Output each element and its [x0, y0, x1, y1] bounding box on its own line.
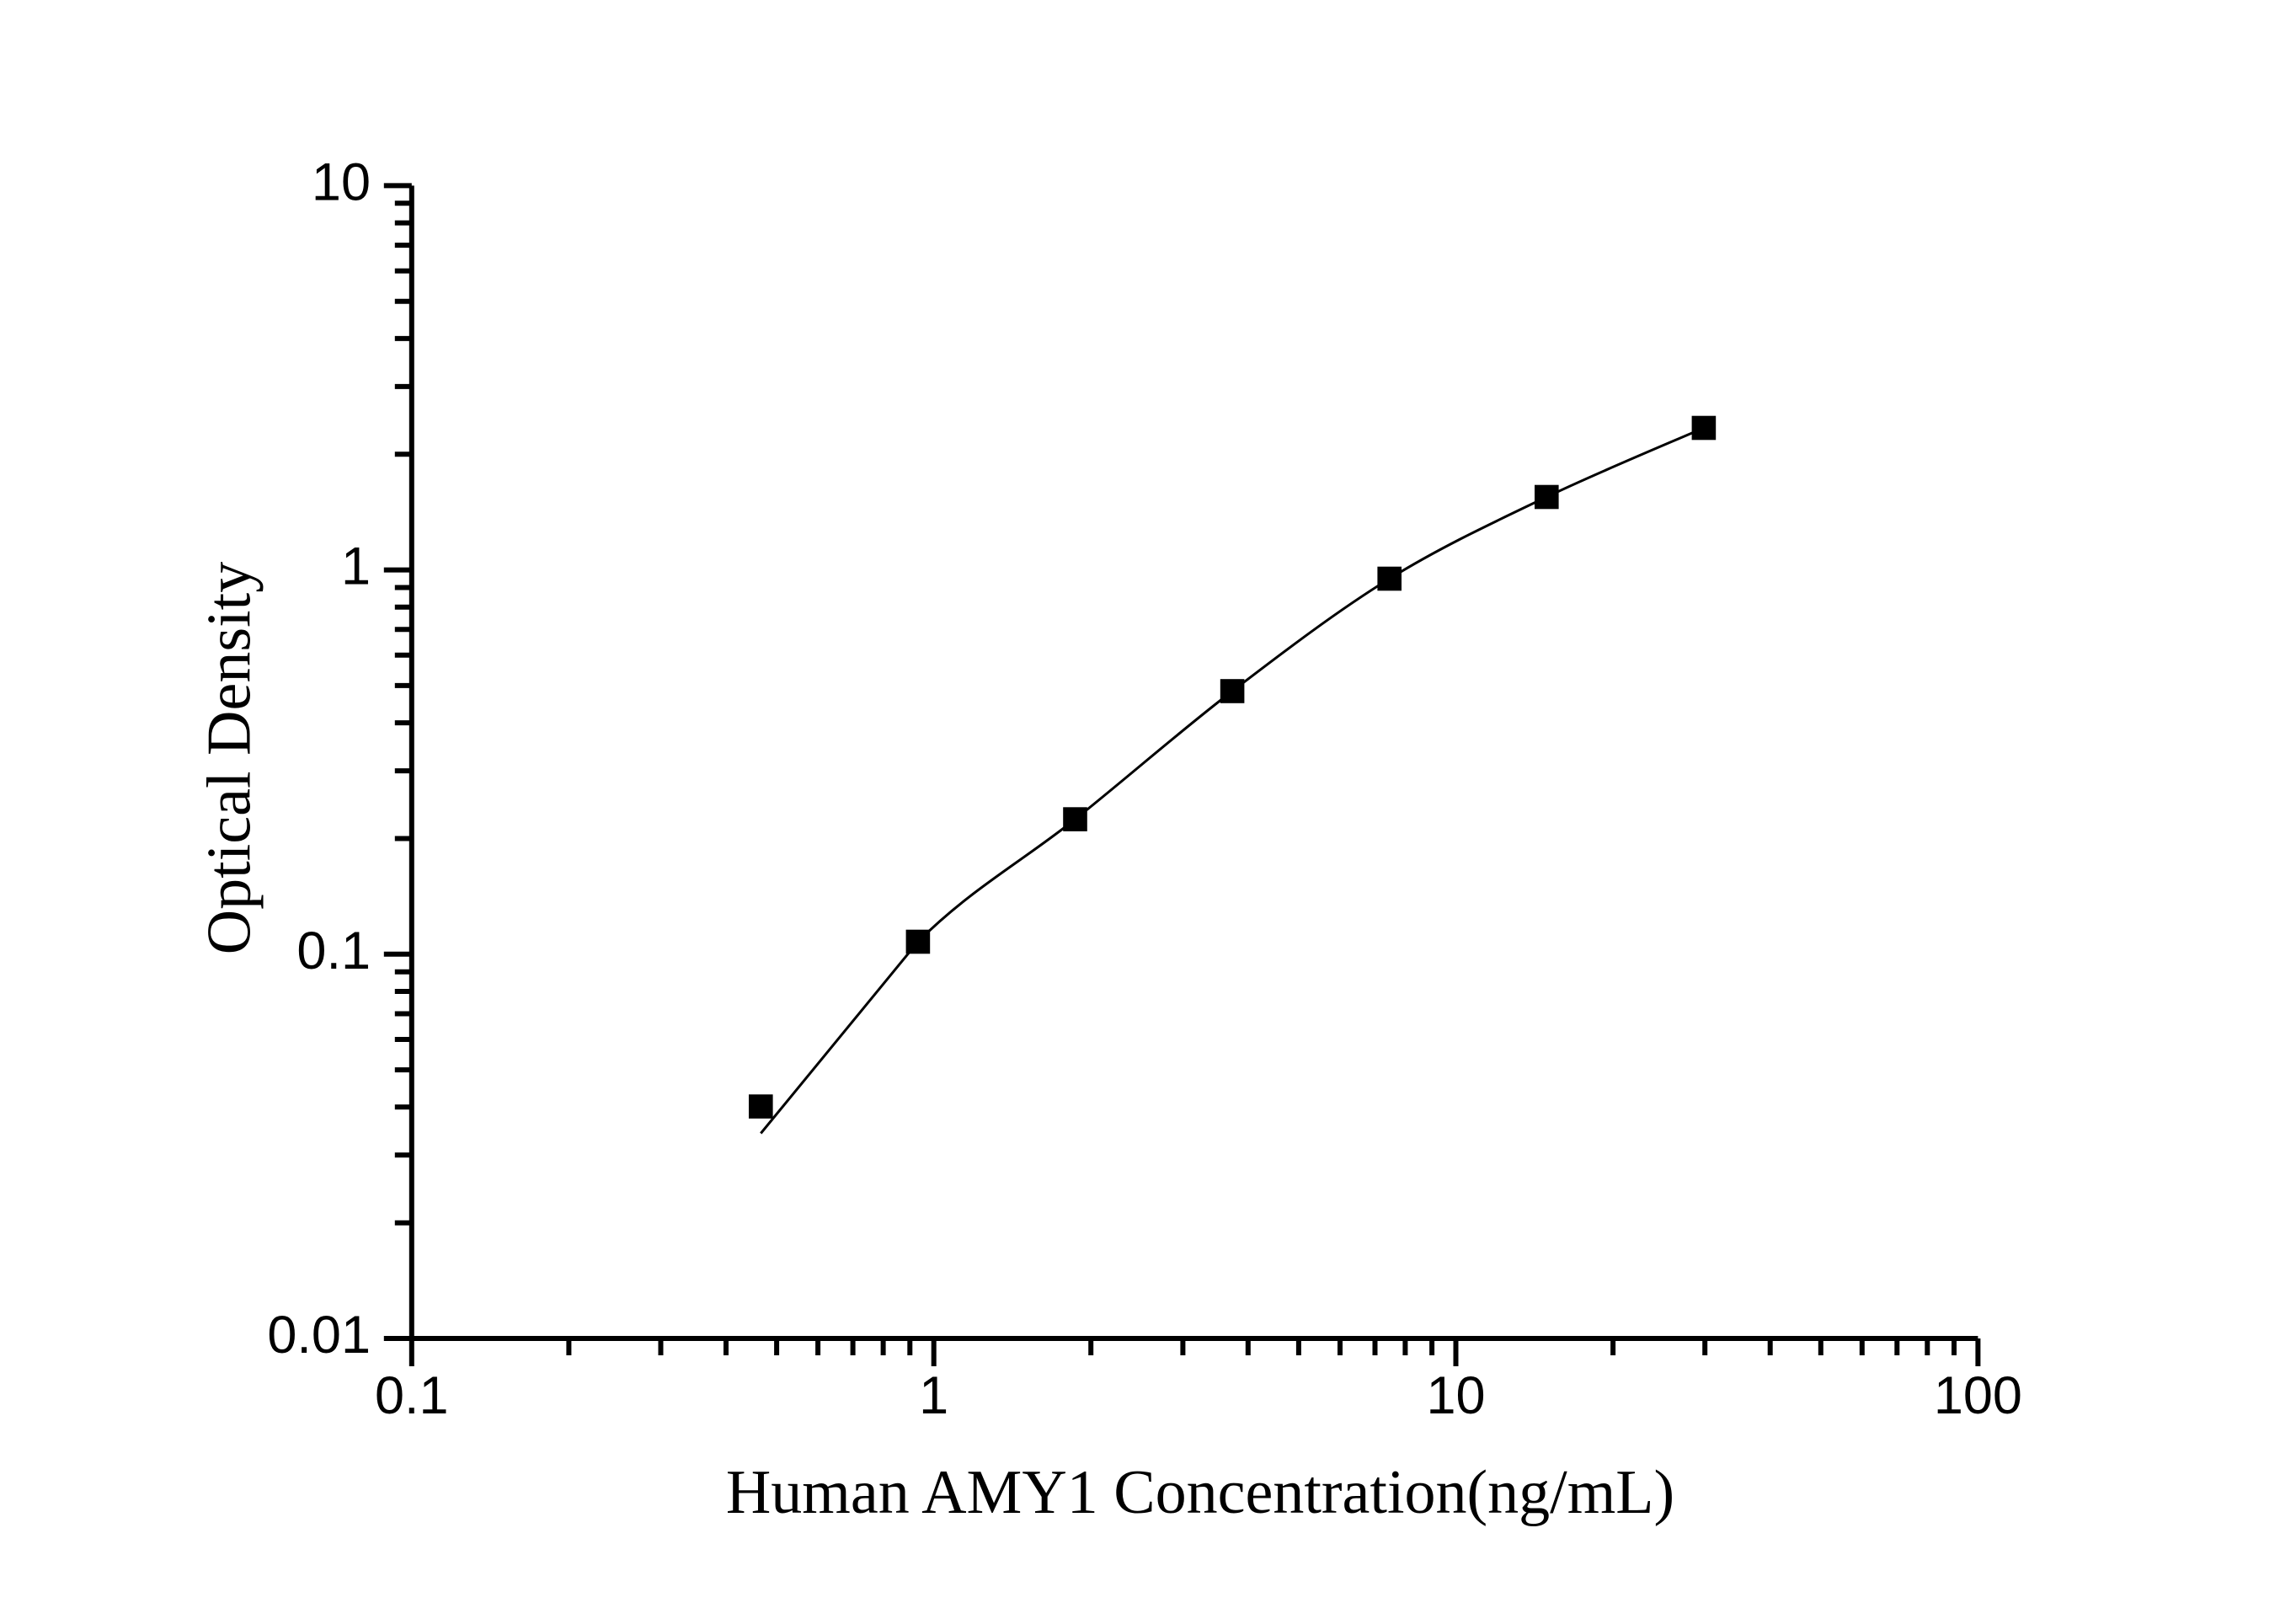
svg-text:1: 1: [341, 537, 371, 596]
svg-text:1: 1: [919, 1366, 948, 1425]
svg-text:0.01: 0.01: [267, 1306, 371, 1365]
svg-text:100: 100: [1934, 1366, 2022, 1425]
svg-text:Optical Density: Optical Density: [195, 562, 264, 955]
svg-text:10: 10: [312, 152, 371, 211]
svg-text:Human AMY1 Concentration(ng/mL: Human AMY1 Concentration(ng/mL): [726, 1458, 1674, 1527]
svg-text:0.1: 0.1: [296, 922, 371, 980]
svg-text:0.1: 0.1: [375, 1366, 449, 1425]
svg-text:10: 10: [1426, 1366, 1485, 1425]
